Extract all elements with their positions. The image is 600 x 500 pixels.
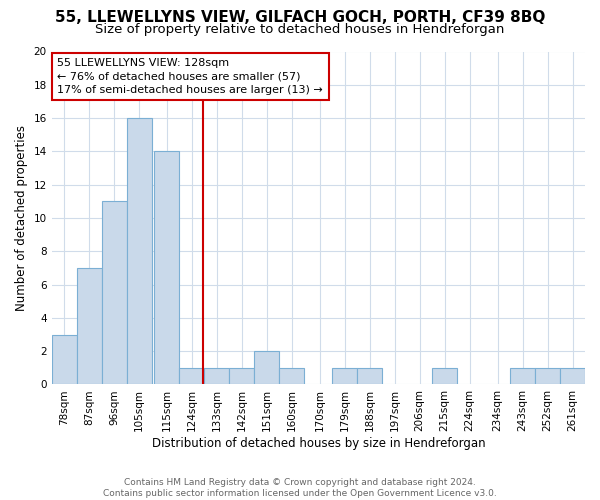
Bar (229, 368, 254, 384)
Y-axis label: Number of detached properties: Number of detached properties (15, 125, 28, 311)
Bar (254, 351, 280, 384)
Bar (179, 368, 205, 384)
Bar (280, 368, 304, 384)
Bar (101, 202, 127, 384)
Text: Contains HM Land Registry data © Crown copyright and database right 2024.
Contai: Contains HM Land Registry data © Crown c… (103, 478, 497, 498)
Bar (432, 368, 457, 384)
Bar (332, 368, 357, 384)
Bar (127, 118, 152, 384)
Bar (77, 268, 101, 384)
Bar (52, 334, 77, 384)
Bar (154, 152, 179, 384)
Text: 55 LLEWELLYNS VIEW: 128sqm
← 76% of detached houses are smaller (57)
17% of semi: 55 LLEWELLYNS VIEW: 128sqm ← 76% of deta… (57, 58, 323, 94)
Text: 55, LLEWELLYNS VIEW, GILFACH GOCH, PORTH, CF39 8BQ: 55, LLEWELLYNS VIEW, GILFACH GOCH, PORTH… (55, 10, 545, 25)
Bar (357, 368, 382, 384)
Bar (510, 368, 535, 384)
Bar (205, 368, 229, 384)
Text: Size of property relative to detached houses in Hendreforgan: Size of property relative to detached ho… (95, 22, 505, 36)
Bar (535, 368, 560, 384)
X-axis label: Distribution of detached houses by size in Hendreforgan: Distribution of detached houses by size … (152, 437, 485, 450)
Bar (560, 368, 585, 384)
